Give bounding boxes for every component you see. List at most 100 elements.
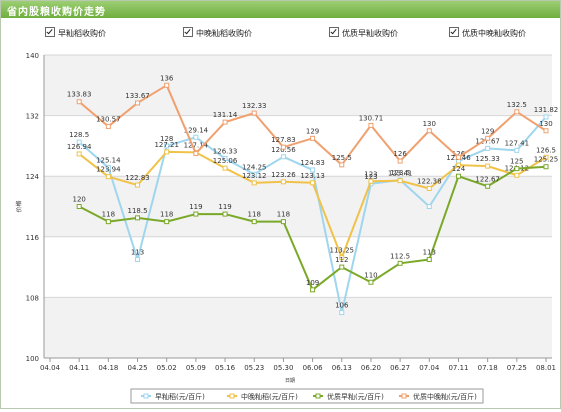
data-label: 126 — [393, 150, 407, 158]
data-label: 129 — [481, 127, 494, 135]
data-label: 125 — [510, 158, 523, 166]
x-tick-label: 08.01 — [536, 364, 556, 372]
data-point — [135, 182, 141, 188]
data-label: 123.5 — [390, 169, 410, 177]
data-label: 130.57 — [96, 115, 121, 123]
filter-quality-mid-late-rice[interactable]: 优质中晚籼收购价 — [449, 27, 526, 39]
data-point — [222, 119, 228, 125]
filter-mid-late-rice[interactable]: 中晚籼稻收购价 — [183, 27, 252, 39]
data-point — [222, 211, 228, 217]
data-label: 127.14 — [184, 141, 209, 149]
data-point — [105, 123, 111, 129]
legend-label: 中晚籼稻(元/百斤) — [241, 392, 298, 401]
data-point — [368, 122, 374, 128]
data-label: 123.41 — [388, 170, 413, 178]
data-label: 122.83 — [125, 174, 150, 182]
grid-band — [44, 236, 552, 298]
data-point — [222, 165, 228, 171]
data-point — [251, 219, 257, 225]
chart-area: 100 108 116 124 132 140 价格 日期 04.04 04.11 04.18 04.… — [1, 45, 560, 412]
data-label: 124.25 — [242, 163, 267, 171]
data-label: 128.5 — [69, 131, 89, 139]
data-point — [135, 215, 141, 221]
data-point — [164, 82, 170, 88]
data-point — [543, 154, 549, 160]
data-point — [339, 264, 345, 270]
data-label: 118.5 — [128, 207, 148, 215]
data-label: 125.33 — [475, 155, 500, 163]
grid-band — [44, 297, 552, 358]
data-label: 122.38 — [417, 177, 442, 185]
data-label: 130.71 — [359, 114, 384, 122]
y-axis-title: 价格 — [15, 200, 23, 212]
data-point — [514, 172, 520, 178]
checkbox-icon[interactable] — [449, 27, 459, 37]
data-label: 125.25 — [534, 156, 559, 164]
data-point — [485, 135, 491, 141]
data-label: 113 — [131, 249, 144, 257]
legend-marker — [315, 393, 321, 399]
data-point — [310, 167, 316, 173]
grid-band — [44, 176, 552, 237]
data-label: 112.5 — [390, 252, 410, 260]
data-point — [455, 173, 461, 179]
checkbox-icon[interactable] — [329, 27, 339, 37]
data-point — [339, 310, 345, 316]
x-tick-label: 04.04 — [40, 364, 61, 372]
data-label: 118 — [277, 211, 290, 219]
data-point — [310, 135, 316, 141]
data-label: 126.5 — [536, 146, 556, 154]
filter-quality-early-rice[interactable]: 优质早籼收购价 — [329, 27, 398, 39]
filter-early-rice[interactable]: 早籼稻收购价 — [45, 27, 106, 39]
panel-title: 省内股粮收购价走势 — [7, 7, 106, 18]
checkbox-icon[interactable] — [45, 27, 55, 37]
y-tick-label: 132 — [26, 113, 39, 121]
data-point — [339, 162, 345, 168]
x-tick-label: 07.04 — [419, 364, 440, 372]
x-tick-label: 04.18 — [98, 364, 118, 372]
x-tick-label: 07.25 — [507, 364, 527, 372]
data-label: 124 — [452, 165, 466, 173]
data-point — [543, 128, 549, 134]
data-label: 126.56 — [271, 146, 296, 154]
data-label: 133.83 — [67, 91, 92, 99]
data-point — [485, 145, 491, 151]
data-point — [310, 287, 316, 293]
data-point — [397, 158, 403, 164]
x-tick-label: 05.23 — [244, 364, 264, 372]
data-point — [426, 204, 432, 209]
data-point — [426, 128, 432, 134]
legend-box — [130, 388, 484, 404]
data-label: 119 — [218, 203, 231, 211]
data-point — [368, 279, 374, 285]
data-label: 127.41 — [505, 139, 530, 147]
grid-band — [44, 55, 552, 116]
data-point — [76, 139, 82, 145]
data-point — [426, 185, 432, 191]
data-label: 125.14 — [96, 157, 121, 165]
data-point — [514, 147, 520, 153]
checkbox-icon[interactable] — [183, 27, 193, 37]
data-label: 123.13 — [300, 172, 325, 180]
data-label: 120 — [72, 196, 85, 204]
data-point — [76, 151, 82, 157]
data-point — [105, 174, 111, 180]
data-point — [514, 109, 520, 115]
legend-label: 早籼稻(元/百斤) — [155, 392, 205, 401]
y-tick-label: 108 — [26, 294, 39, 302]
data-point — [368, 178, 374, 184]
data-point — [397, 260, 403, 266]
data-point — [485, 183, 491, 189]
y-tick-label: 116 — [26, 234, 40, 242]
data-point — [222, 156, 228, 162]
data-point — [485, 163, 491, 169]
data-label: 113.25 — [330, 247, 355, 255]
data-label: 127.83 — [271, 136, 296, 144]
panel-header: 省内股粮收购价走势 — [1, 1, 560, 18]
data-label: 109 — [306, 279, 319, 287]
x-tick-label: 06.27 — [390, 364, 410, 372]
x-tick-label: 05.09 — [186, 364, 206, 372]
legend-marker — [229, 393, 235, 399]
data-label: 123 — [364, 170, 377, 178]
